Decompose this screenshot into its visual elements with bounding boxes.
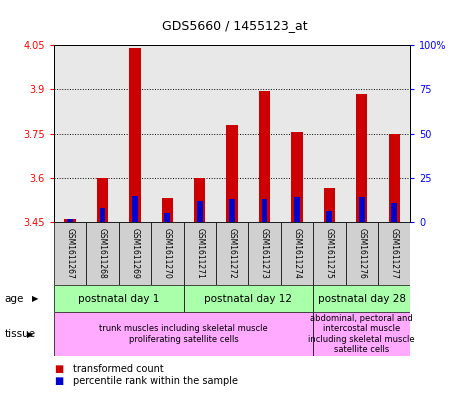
Bar — [249, 222, 281, 285]
Text: postnatal day 12: postnatal day 12 — [204, 294, 292, 304]
Text: GSM1611271: GSM1611271 — [195, 228, 204, 279]
Text: postnatal day 28: postnatal day 28 — [318, 294, 406, 304]
Bar — [197, 201, 203, 222]
Text: GSM1611274: GSM1611274 — [293, 228, 302, 279]
Bar — [346, 222, 378, 285]
Bar — [97, 178, 108, 222]
Text: percentile rank within the sample: percentile rank within the sample — [73, 376, 238, 386]
Text: trunk muscles including skeletal muscle
proliferating satellite cells: trunk muscles including skeletal muscle … — [99, 324, 268, 344]
Bar — [183, 285, 313, 312]
Bar — [313, 222, 346, 285]
Bar — [294, 197, 300, 222]
Text: GSM1611276: GSM1611276 — [357, 228, 366, 279]
Text: ▶: ▶ — [27, 330, 34, 338]
Text: GSM1611275: GSM1611275 — [325, 228, 334, 279]
Text: GSM1611268: GSM1611268 — [98, 228, 107, 279]
Bar — [313, 285, 410, 312]
Bar — [119, 222, 151, 285]
Bar — [259, 91, 270, 222]
Text: ■: ■ — [54, 364, 63, 375]
Text: GSM1611267: GSM1611267 — [66, 228, 75, 279]
Text: GSM1611269: GSM1611269 — [130, 228, 139, 279]
Text: postnatal day 1: postnatal day 1 — [78, 294, 159, 304]
Text: GSM1611270: GSM1611270 — [163, 228, 172, 279]
Bar — [183, 222, 216, 285]
Text: transformed count: transformed count — [73, 364, 163, 375]
Text: GSM1611273: GSM1611273 — [260, 228, 269, 279]
Bar — [67, 219, 73, 222]
Bar — [359, 197, 365, 222]
Bar — [313, 312, 410, 356]
Bar — [129, 48, 141, 222]
Bar — [281, 222, 313, 285]
Bar — [378, 222, 410, 285]
Bar — [326, 211, 332, 222]
Bar — [229, 199, 235, 222]
Bar — [162, 198, 173, 222]
Bar — [86, 222, 119, 285]
Bar — [194, 178, 205, 222]
Bar — [391, 203, 397, 222]
Bar — [165, 213, 170, 222]
Bar — [324, 188, 335, 222]
Text: ■: ■ — [54, 376, 63, 386]
Bar — [132, 195, 138, 222]
Bar — [216, 222, 249, 285]
Text: age: age — [5, 294, 24, 304]
Bar — [54, 222, 86, 285]
Bar — [227, 125, 238, 222]
Bar — [54, 285, 183, 312]
Text: ▶: ▶ — [32, 294, 38, 303]
Text: GDS5660 / 1455123_at: GDS5660 / 1455123_at — [162, 19, 307, 32]
Bar — [54, 312, 313, 356]
Text: GSM1611272: GSM1611272 — [227, 228, 237, 279]
Bar — [64, 219, 76, 222]
Bar — [262, 199, 267, 222]
Bar — [99, 208, 106, 222]
Text: abdominal, pectoral and
intercostal muscle
including skeletal muscle
satellite c: abdominal, pectoral and intercostal musc… — [309, 314, 415, 354]
Text: tissue: tissue — [5, 329, 36, 339]
Bar — [388, 134, 400, 222]
Bar — [356, 94, 367, 222]
Text: GSM1611277: GSM1611277 — [390, 228, 399, 279]
Bar — [291, 132, 303, 222]
Bar — [151, 222, 183, 285]
